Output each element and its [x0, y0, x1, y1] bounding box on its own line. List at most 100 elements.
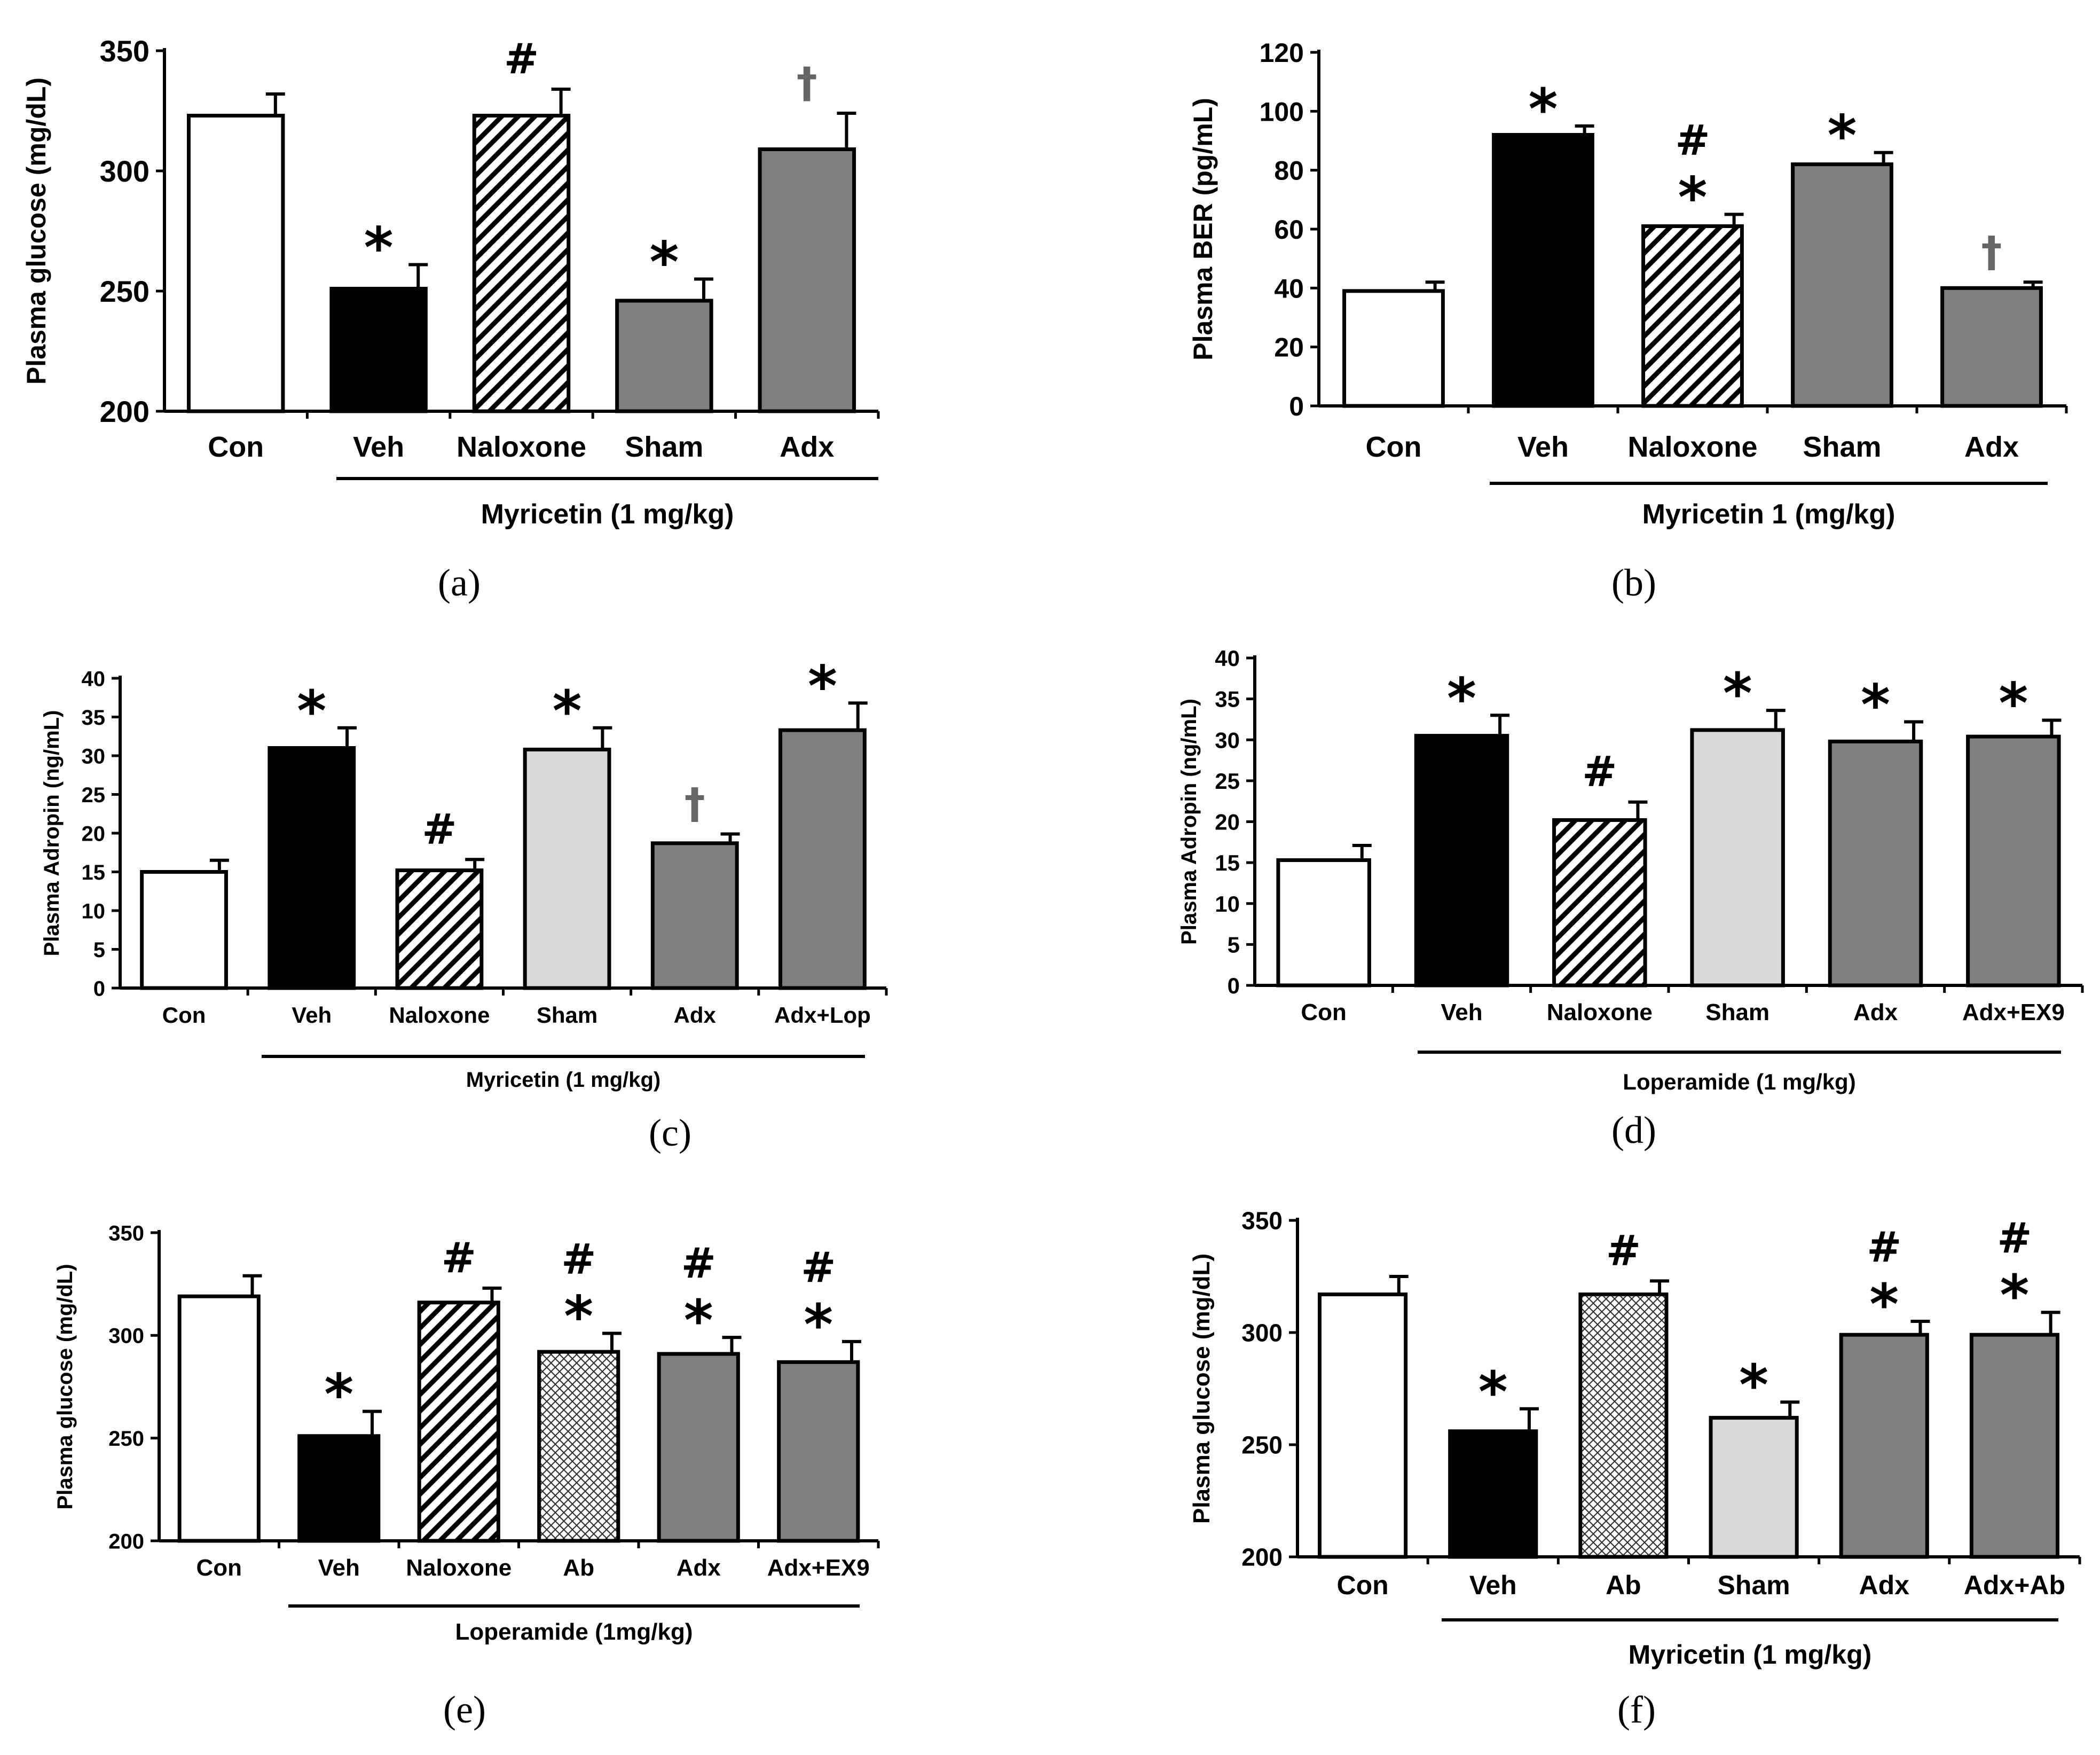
x-category-label: Con [162, 1002, 206, 1028]
significance-marker: # [1997, 1215, 2032, 1263]
significance-marker: † [797, 59, 817, 107]
bar-sham [1791, 162, 1893, 408]
y-tick-label: 300 [100, 154, 150, 188]
y-tick-label: 40 [1215, 646, 1240, 671]
x-category-label: Sham [1705, 999, 1769, 1025]
x-category-label: Con [1366, 431, 1422, 463]
y-tick-label: 30 [82, 745, 106, 768]
significance-marker: * [1478, 1360, 1508, 1425]
x-category-label: Adx [674, 1002, 717, 1028]
y-axis-label: Plasma glucose (mg/dL) [53, 1264, 77, 1509]
x-category-label: Veh [1517, 431, 1569, 463]
chart-panel-0: 200 250 300 350 Plasma glucose (mg/dL) Con Veh… [21, 34, 880, 604]
x-category-label: Adx [1853, 999, 1898, 1025]
significance-marker: * [297, 679, 326, 744]
x-category-label: Ab [563, 1555, 594, 1581]
y-tick-label: 250 [100, 275, 150, 308]
x-category-label: Naloxone [1627, 431, 1757, 463]
bar-adx [1839, 1333, 1929, 1559]
bar-naloxone [1641, 224, 1744, 408]
chart-panel-5: 200 250 300 350 Plasma glucose (mg/dL) Con Veh… [1189, 1207, 2081, 1731]
significance-marker: # [442, 1234, 476, 1282]
y-tick-label: 250 [108, 1427, 144, 1451]
x-category-label: Adx [1859, 1570, 1910, 1600]
y-tick-label: 10 [82, 899, 106, 923]
x-category-label: Con [1336, 1570, 1388, 1600]
bar-ab [1578, 1292, 1669, 1559]
y-tick-label: 15 [1215, 850, 1240, 875]
y-tick-label: 5 [93, 938, 105, 962]
significance-marker: † [685, 780, 705, 828]
significance-marker: * [564, 1284, 593, 1349]
x-category-label: Naloxone [406, 1555, 512, 1581]
x-category-label: Veh [353, 431, 404, 463]
bar-adx [1940, 286, 2043, 408]
chart-panel-3: 0 5 10 15 20 25 30 35 40 Plasma Adropin (ng/mL) Co… [1177, 646, 2084, 1151]
bar-veh [268, 746, 356, 990]
significance-marker: * [684, 1288, 713, 1353]
y-tick-label: 35 [82, 706, 106, 730]
y-tick-label: 40 [1274, 273, 1304, 303]
bar-adx-ex9 [777, 1360, 860, 1543]
y-tick-label: 0 [1289, 391, 1304, 421]
x-category-label: Veh [318, 1555, 360, 1581]
significance-marker: * [324, 1362, 353, 1428]
significance-marker: # [681, 1240, 716, 1288]
y-tick-label: 5 [1228, 932, 1240, 957]
panel-label: (c) [649, 1111, 691, 1154]
bar-veh [329, 287, 428, 413]
significance-marker: * [1739, 1353, 1768, 1418]
group-label: Myricetin (1 mg/kg) [466, 1068, 661, 1092]
y-tick-label: 15 [82, 861, 106, 884]
x-category-label: Ab [1606, 1570, 1641, 1600]
group-label: Loperamide (1 mg/kg) [1623, 1069, 1855, 1094]
bar-naloxone [1552, 818, 1647, 988]
bar-adx-ex9 [1966, 734, 2061, 988]
chart-panel-4: 200 250 300 350 Plasma glucose (mg/dL) Con Veh… [53, 1221, 880, 1731]
x-category-label: Naloxone [457, 431, 586, 463]
x-category-label: Veh [1469, 1570, 1517, 1600]
bar-sham [1690, 728, 1785, 988]
bar-adx-lop [778, 728, 867, 990]
bar-naloxone [395, 868, 484, 990]
y-tick-label: 200 [100, 395, 150, 428]
y-tick-label: 40 [82, 667, 106, 691]
x-category-label: Sham [537, 1002, 597, 1028]
y-tick-label: 20 [1215, 810, 1240, 835]
y-tick-label: 200 [108, 1530, 144, 1553]
significance-marker: # [1606, 1227, 1641, 1275]
group-label: Myricetin (1 mg/kg) [481, 499, 734, 530]
group-label: Myricetin 1 (mg/kg) [1642, 499, 1895, 530]
panel-label: (d) [1611, 1109, 1656, 1151]
bar-con [1342, 289, 1445, 408]
y-axis-label: Plasma Adropin (ng/mL) [40, 710, 64, 957]
x-category-label: Veh [292, 1002, 332, 1028]
significance-marker: # [1675, 116, 1710, 164]
bar-naloxone [417, 1300, 500, 1543]
x-category-label: Adx [1964, 431, 2019, 463]
y-tick-label: 0 [93, 977, 105, 1000]
y-tick-label: 20 [1274, 333, 1304, 363]
y-tick-label: 0 [1228, 973, 1240, 998]
x-category-label: Con [1301, 999, 1347, 1025]
y-tick-label: 300 [1241, 1319, 1283, 1347]
y-tick-label: 200 [1241, 1544, 1283, 1571]
bar-adx [650, 841, 739, 990]
y-tick-label: 25 [82, 784, 106, 807]
significance-marker: * [2000, 1263, 2029, 1328]
y-tick-label: 350 [1241, 1207, 1283, 1235]
x-category-label: Naloxone [389, 1002, 490, 1028]
y-tick-label: 100 [1260, 97, 1304, 127]
panel-label: (e) [443, 1688, 486, 1731]
x-category-label: Adx+Lop [774, 1002, 871, 1028]
chart-panel-1: 0 20 40 60 80 100 120 Plasma BER (pg/mL) Con Veh *… [1188, 38, 2068, 604]
x-category-label: Sham [625, 431, 703, 463]
significance-marker: # [1867, 1224, 1901, 1272]
bar-ab [537, 1350, 620, 1543]
bar-naloxone [472, 114, 571, 413]
bar-adx [758, 147, 856, 413]
significance-marker: * [804, 1292, 833, 1358]
bar-con [140, 870, 229, 990]
